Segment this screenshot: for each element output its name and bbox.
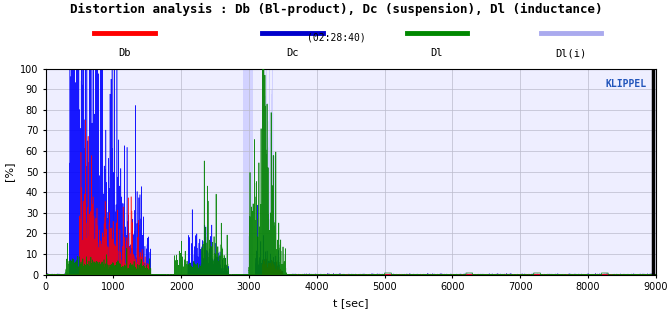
- Text: Distortion analysis : Db (Bl-product), Dc (suspension), Dl (inductance): Distortion analysis : Db (Bl-product), D…: [70, 3, 602, 16]
- Text: (02:28:40): (02:28:40): [306, 33, 366, 43]
- Text: KLIPPEL: KLIPPEL: [605, 79, 646, 89]
- Text: Dc: Dc: [286, 48, 298, 58]
- X-axis label: t [sec]: t [sec]: [333, 298, 368, 308]
- Text: Dl(i): Dl(i): [556, 48, 587, 58]
- Y-axis label: [%]: [%]: [4, 162, 14, 181]
- Text: Dl: Dl: [431, 48, 443, 58]
- Text: Db: Db: [118, 48, 130, 58]
